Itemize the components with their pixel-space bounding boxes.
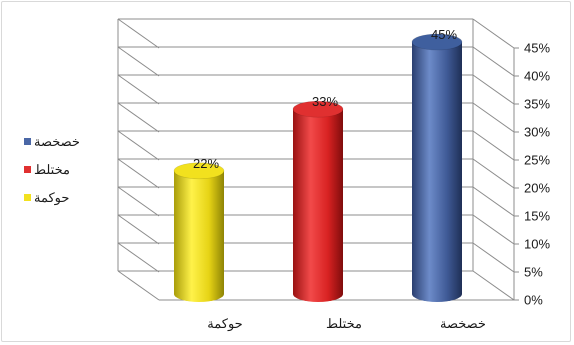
side-gridline [117,214,160,245]
value-tick-label: 10% [524,237,550,252]
side-gridline [117,186,160,217]
side-gridline [117,270,160,301]
right-gridline [472,74,515,105]
side-gridline [117,46,160,77]
legend-label: حوكمة [34,190,69,206]
category-label: خصخصة [440,316,486,331]
bar-body [412,42,462,302]
value-tick-label: 20% [524,181,550,196]
value-tick-label: 15% [524,209,550,224]
right-gridline [472,158,515,189]
bar-body [174,170,224,302]
legend-label: مختلط [34,162,70,177]
legend-swatch [24,194,31,201]
right-gridline [472,270,515,301]
data-label: 45% [431,27,457,42]
data-label: 22% [193,156,219,171]
legend-item: حوكمة [24,190,69,206]
value-tick-label: 30% [524,125,550,140]
bar-top [411,33,463,51]
legend-swatch [24,166,31,173]
side-gridline [117,158,160,189]
side-gridline [117,18,160,49]
value-tick-label: 0% [524,293,543,308]
value-tick-label: 45% [524,41,550,56]
right-gridline [472,46,515,77]
category-label: مختلط [326,316,362,331]
value-tick-label: 25% [524,153,550,168]
bar-1 [173,162,225,302]
legend-item: مختلط [24,162,70,177]
axes: 0% 5% 10% 15% 20% 25% 30% 35% 40% 45% [513,41,550,308]
value-tick-label: 40% [524,69,550,84]
bar-2 [292,100,344,302]
side-gridline [117,130,160,161]
right-gridline [472,214,515,245]
value-tick-label: 5% [524,265,543,280]
data-label: 33% [312,94,338,109]
bar-body [293,109,343,302]
right-gridline [472,18,515,49]
legend-item: خصخصة [24,134,80,149]
category-label: حوكمة [207,316,242,332]
right-gridline [472,102,515,133]
right-gridline [472,130,515,161]
value-tick-label: 35% [524,97,550,112]
legend: خصخصة مختلط حوكمة [24,134,80,206]
bar-top [173,162,225,180]
bar-top [292,100,344,118]
bar-3 [411,33,463,302]
side-gridline [117,242,160,273]
side-gridline [117,102,160,133]
right-gridline [472,242,515,273]
legend-label: خصخصة [34,134,80,149]
legend-swatch [24,138,31,145]
side-gridline [117,74,160,105]
right-gridline [472,186,515,217]
bars [173,33,463,302]
labels: 22% حوكمة 33% مختلط 45% خصخصة [193,27,486,332]
